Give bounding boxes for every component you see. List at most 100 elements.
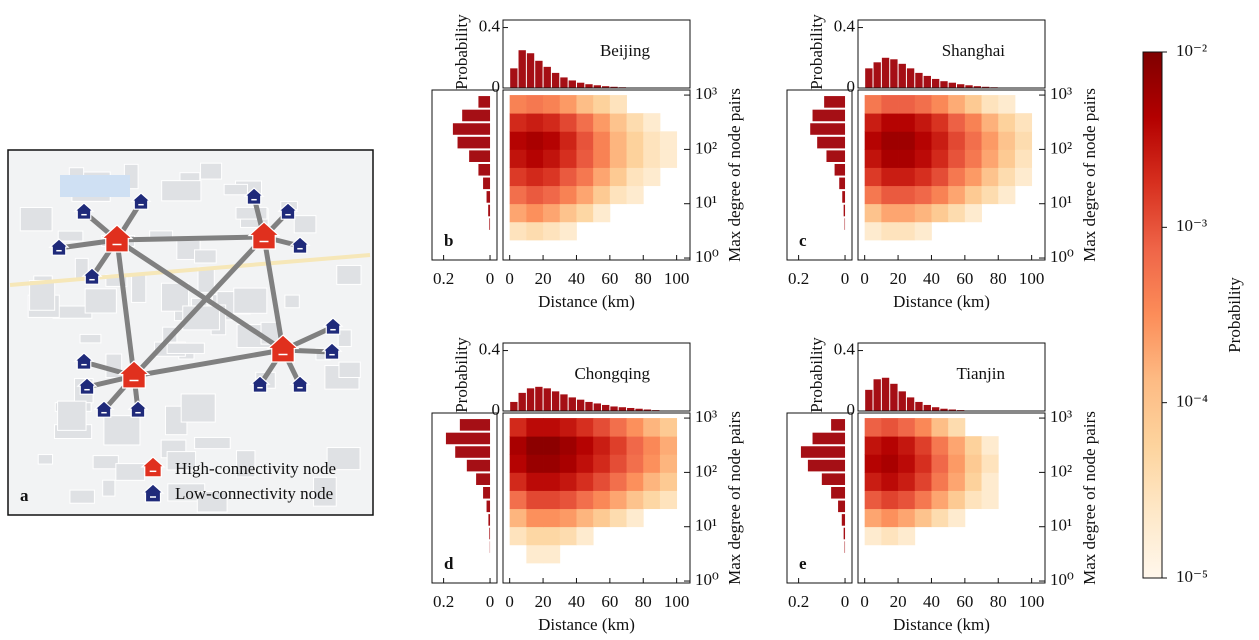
heatmap-cell [609, 113, 627, 132]
map-block [236, 450, 256, 478]
heatmap-cell [526, 131, 544, 150]
hist-y-label: Probability [807, 337, 826, 413]
x-tick-label: 60 [601, 592, 618, 611]
heatmap-cell [526, 526, 544, 546]
colorbar [1142, 51, 1163, 579]
heatmap-cell [898, 472, 916, 491]
heatmap-cell [643, 167, 661, 187]
heatmap-cell [593, 149, 611, 168]
map-block [326, 447, 361, 471]
heatmap-cell [881, 95, 899, 114]
left-hist-frame [431, 89, 498, 261]
top-hist-bar [890, 383, 898, 411]
heatmap-cell [659, 454, 678, 473]
top-hist-bar [560, 77, 568, 88]
map-block [57, 230, 84, 242]
left-hist-bar [489, 527, 491, 540]
top-hist-bar [865, 68, 873, 88]
heatmap-cell [643, 454, 661, 473]
top-hist-bar [551, 72, 560, 88]
low-node [321, 342, 343, 360]
x-tick-label: 0 [841, 269, 850, 288]
map-block [79, 333, 102, 344]
heatmap-cell [898, 113, 916, 132]
left-hist-bar [838, 500, 846, 513]
map-block [196, 491, 228, 513]
heatmap-cell [998, 113, 1016, 132]
heatmap-cell [543, 203, 561, 223]
heatmap-cell [898, 203, 916, 223]
left-hist-bar [843, 527, 846, 540]
low-node [73, 352, 95, 370]
top-hist-bar [518, 392, 526, 411]
heatmap-cell [526, 203, 544, 223]
heatmap-cell [509, 472, 527, 491]
heatmap-cell [881, 221, 899, 241]
top-hist-bar [576, 399, 585, 411]
low-node [289, 236, 311, 254]
heatmap-cell [898, 454, 916, 473]
city-title: Beijing [600, 41, 651, 60]
heatmap-cell [1014, 131, 1033, 150]
heatmap-cell [998, 149, 1016, 168]
panel: 0 20 40 60 80 100 10⁰ 10¹ 10² 10³ Distance (km) Max… [786, 337, 1099, 634]
y-axis-label: Max degree of node pairs [1080, 411, 1099, 585]
heatmap-cell [948, 167, 966, 187]
heatmap-cell [881, 131, 899, 150]
heatmap-cell [898, 436, 916, 455]
top-hist-bar [568, 397, 576, 411]
top-hist-frame [502, 342, 691, 412]
heatmap-cell [626, 490, 644, 510]
heatmap-cell [576, 436, 594, 455]
heatmap-cell [881, 203, 899, 223]
heatmap-cell [643, 436, 661, 455]
heatmap-cell [559, 149, 577, 168]
heatmap-frame [502, 412, 691, 584]
heatmap-cell [898, 526, 916, 546]
heatmap-cell [576, 526, 594, 546]
heatmap-cell [593, 113, 611, 132]
x-tick-label: 0 [486, 269, 495, 288]
heatmap-cell [609, 508, 627, 528]
high-node [266, 334, 300, 363]
heatmap-cell [981, 149, 999, 168]
heatmap-cell [964, 436, 982, 455]
top-hist-bar [940, 408, 948, 411]
heatmap-cell [626, 508, 644, 528]
left-hist-bar [841, 514, 846, 526]
city-title: Tianjin [956, 364, 1005, 383]
heatmap-cell [981, 436, 999, 455]
left-hist-bar [800, 446, 846, 458]
x-axis-label: Distance (km) [538, 292, 635, 311]
map-block [194, 249, 217, 264]
heatmap-cell [659, 131, 678, 150]
heatmap-cell [593, 436, 611, 455]
heatmap-cell [964, 95, 982, 114]
map-block [313, 476, 337, 507]
x-tick-label: 80 [635, 592, 652, 611]
top-hist-bar [957, 84, 965, 88]
heatmap-cell [609, 472, 627, 491]
heatmap-cell [559, 472, 577, 491]
low-node [243, 187, 265, 205]
heatmap-cell [643, 472, 661, 491]
heatmap-cell [881, 149, 899, 168]
heatmap-cell [593, 185, 611, 205]
x-tick-label: 0 [841, 592, 850, 611]
map-block [180, 393, 216, 423]
top-hist-bar [973, 86, 982, 88]
heatmap-cell [543, 113, 561, 132]
top-hist-bar [635, 408, 643, 411]
top-hist-bar [965, 85, 973, 88]
y-tick-label: 10² [1050, 461, 1072, 480]
y-tick-label: 0 [492, 77, 501, 96]
heatmap-cell [509, 95, 527, 114]
y-tick-label: 10³ [1050, 84, 1072, 103]
x-tick-label: 0.2 [433, 592, 454, 611]
x-tick-label: 100 [1019, 269, 1045, 288]
heatmap-cell [864, 526, 882, 546]
top-hist-bar [602, 86, 610, 88]
heatmap-cell [543, 508, 561, 528]
heatmap-cell [526, 508, 544, 528]
